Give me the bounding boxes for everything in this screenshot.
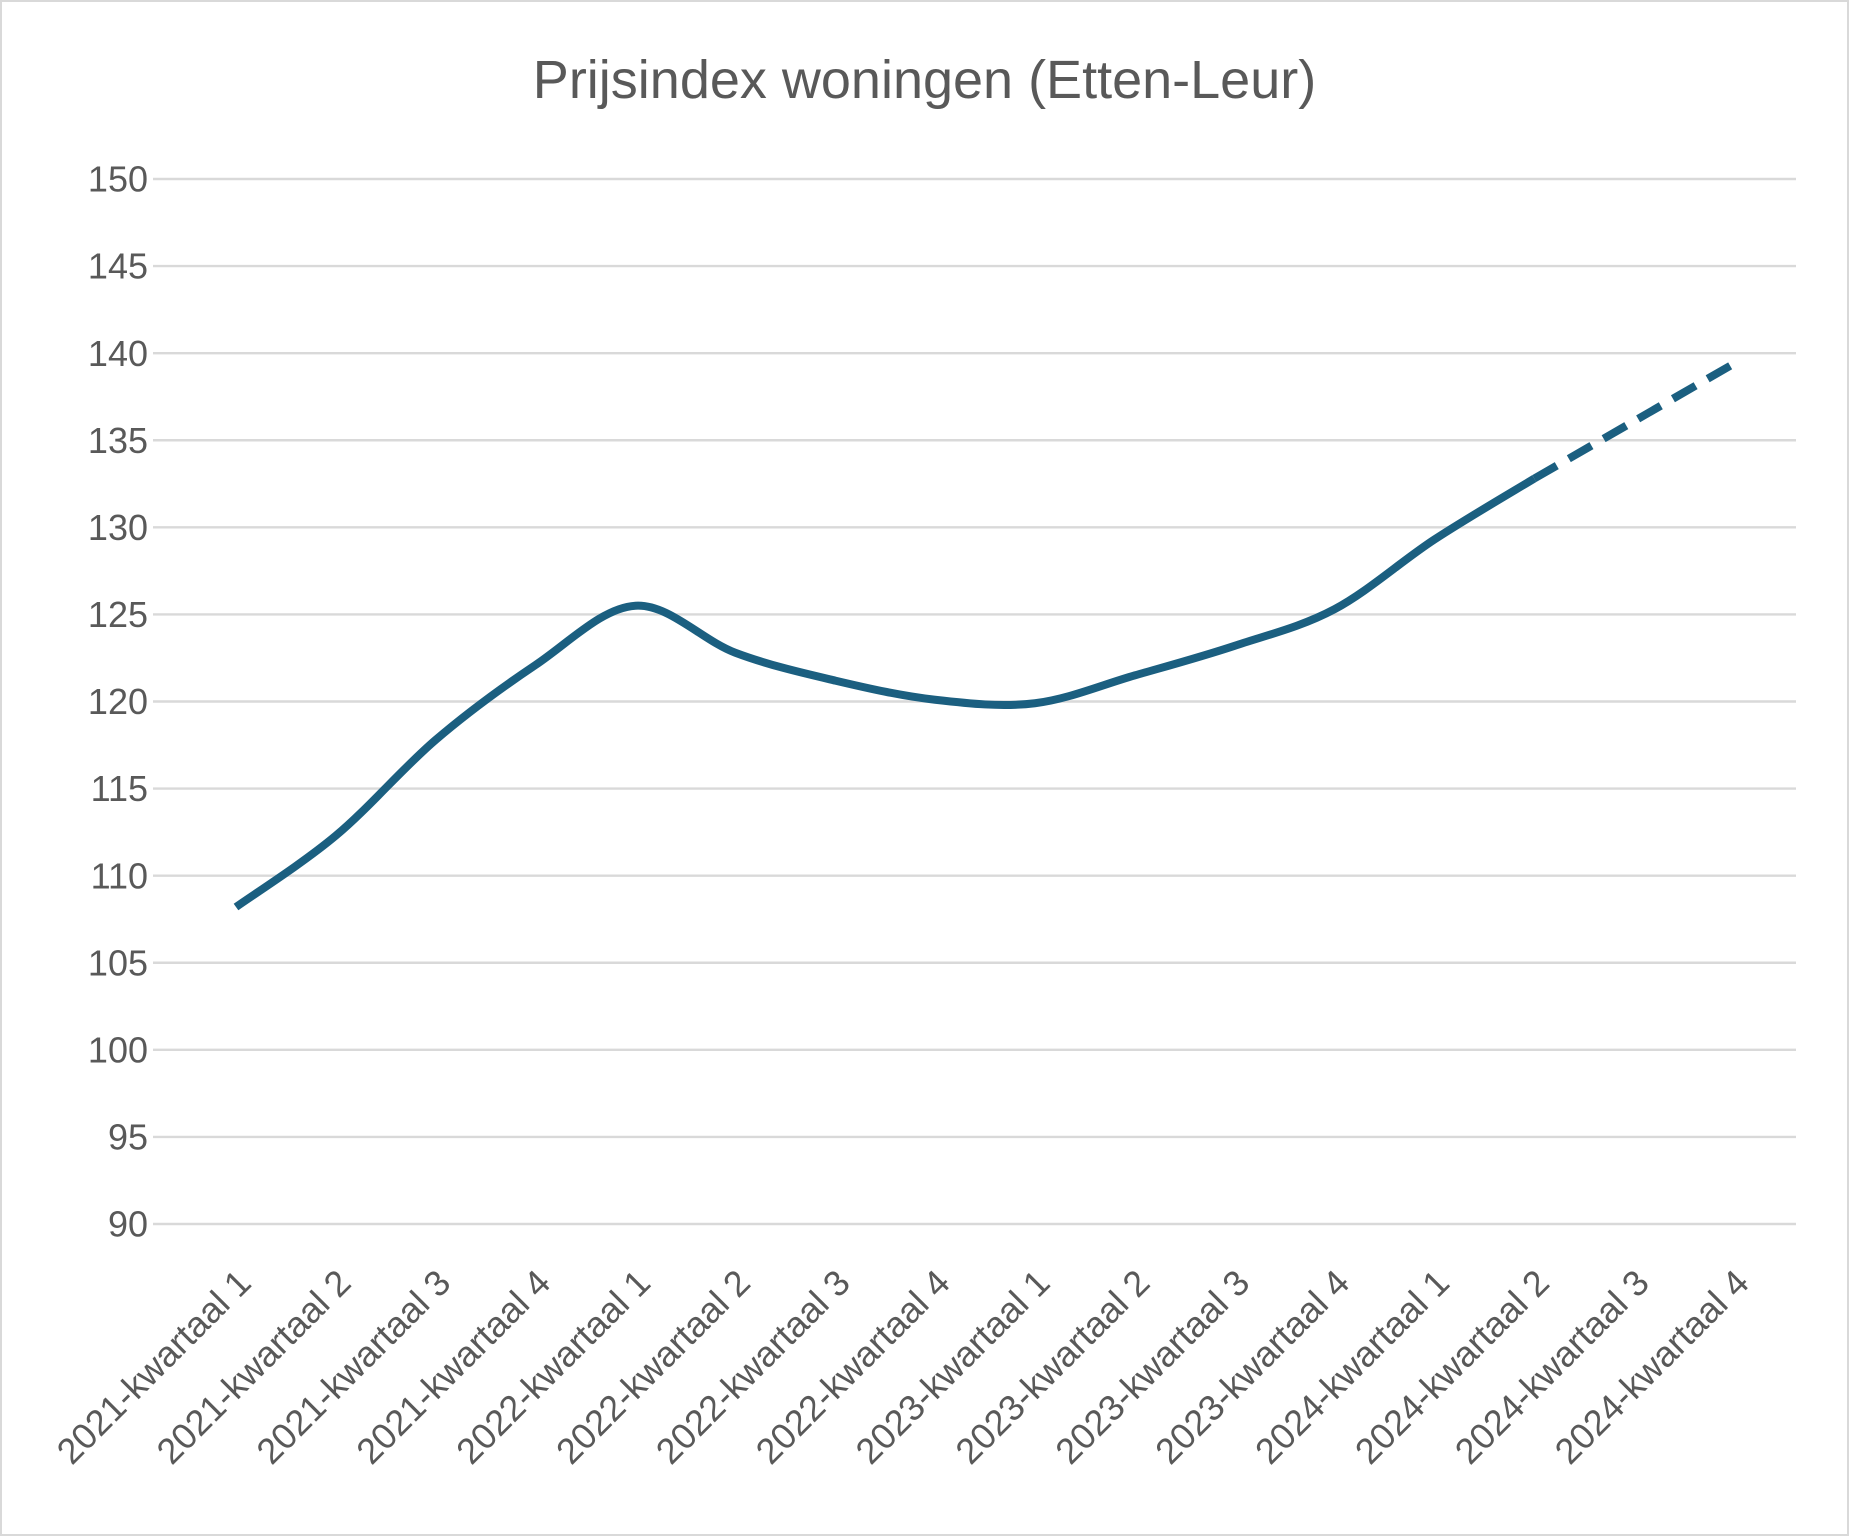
y-tick-label: 135	[88, 420, 148, 461]
chart-title: Prijsindex woningen (Etten-Leur)	[533, 50, 1316, 110]
y-tick-label: 130	[88, 507, 148, 548]
y-tick-label: 115	[91, 768, 148, 809]
data-point	[1729, 359, 1739, 369]
y-tick-label: 110	[91, 855, 148, 896]
y-axis-tick-labels: 150 145 140 135 130 125 120 115 110 105 100 95 90	[88, 159, 148, 1245]
gridlines	[153, 177, 1796, 1226]
data-point	[830, 676, 840, 686]
y-tick-label: 150	[88, 159, 148, 200]
data-point	[730, 648, 740, 658]
data-point	[431, 735, 441, 745]
y-tick-label: 145	[88, 246, 148, 287]
data-point	[1330, 604, 1340, 614]
data-point	[531, 660, 541, 670]
data-point	[1629, 416, 1639, 426]
data-point	[930, 695, 940, 705]
data-point	[630, 601, 640, 611]
data-point	[331, 831, 341, 841]
y-tick-label: 105	[88, 942, 148, 983]
data-point	[1529, 474, 1539, 484]
data-point	[1429, 535, 1439, 545]
y-tick-label: 100	[88, 1029, 148, 1070]
series-lines	[233, 360, 1736, 911]
series-line-solid	[233, 475, 1537, 911]
y-tick-label: 125	[88, 594, 148, 635]
y-tick-label: 95	[108, 1117, 148, 1158]
y-tick-label: 140	[88, 333, 148, 374]
data-point	[231, 902, 241, 912]
data-point	[1130, 670, 1140, 680]
y-tick-label: 120	[88, 681, 148, 722]
y-tick-label: 90	[108, 1204, 148, 1245]
data-point	[1230, 641, 1240, 651]
series-line-dashed	[1532, 360, 1736, 483]
data-point	[1030, 698, 1040, 708]
